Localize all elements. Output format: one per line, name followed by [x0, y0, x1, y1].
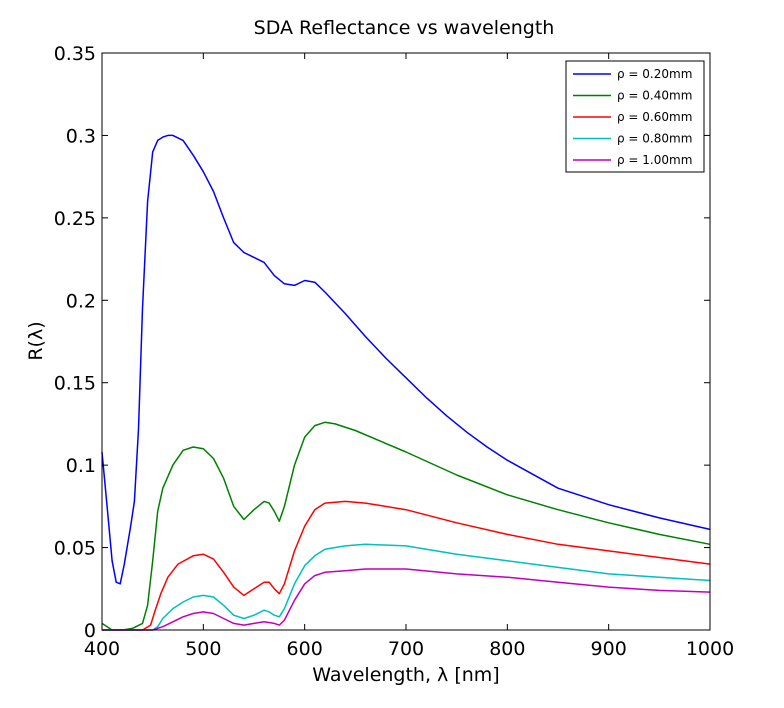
x-axis: 400 500 600 700 800 900 1000 [84, 53, 734, 660]
legend-label: ρ = 1.00mm [617, 153, 692, 167]
series-line-4 [102, 543, 711, 631]
y-tick-label: 0.05 [54, 538, 96, 560]
series-line-5 [102, 568, 711, 631]
plot-series [101, 134, 711, 631]
x-tick-label: 1000 [686, 638, 734, 660]
x-tick-label: 800 [489, 638, 525, 660]
x-tick-label: 900 [591, 638, 627, 660]
chart-title: SDA Reflectance vs wavelength [254, 17, 555, 39]
x-tick-label: 600 [287, 638, 323, 660]
x-tick-label: 500 [185, 638, 221, 660]
legend-label: ρ = 0.20mm [617, 67, 692, 81]
x-tick-label: 400 [84, 638, 120, 660]
series-line-3 [102, 500, 711, 631]
y-axis-label: R(λ) [25, 321, 47, 360]
legend-label: ρ = 0.40mm [617, 89, 692, 103]
x-axis-label: Wavelength, λ [nm] [312, 664, 499, 686]
y-tick-label: 0.15 [54, 373, 96, 395]
x-tick-label: 700 [388, 638, 424, 660]
y-tick-label: 0.1 [66, 455, 96, 477]
y-tick-label: 0.2 [66, 290, 96, 312]
y-tick-label: 0.3 [66, 125, 96, 147]
series-line-2 [101, 421, 711, 631]
series-line-1 [101, 134, 711, 585]
legend: ρ = 0.20mm ρ = 0.40mm ρ = 0.60mm ρ = 0.80mm… [565, 60, 705, 173]
y-tick-label: 0 [84, 620, 96, 642]
legend-label: ρ = 0.80mm [617, 132, 692, 146]
y-tick-label: 0.25 [54, 208, 96, 230]
y-tick-label: 0.35 [54, 43, 96, 65]
y-axis: 0 0.05 0.1 0.15 0.2 0.25 0.3 0.35 [54, 43, 710, 642]
legend-label: ρ = 0.60mm [617, 110, 692, 124]
